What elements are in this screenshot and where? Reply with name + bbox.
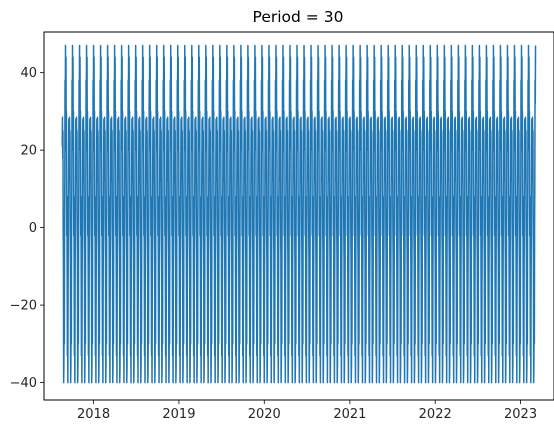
x-tick-label: 2022 — [419, 407, 452, 422]
y-tick-label: −40 — [10, 376, 37, 391]
x-tick-label: 2023 — [504, 407, 537, 422]
series-line — [61, 44, 537, 384]
axes-frame — [43, 31, 554, 401]
y-tick-label: −20 — [10, 299, 37, 314]
x-tick-label: 2021 — [333, 407, 366, 422]
y-tick-label: 40 — [20, 66, 37, 81]
x-tick-label: 2018 — [77, 407, 110, 422]
series-layer — [61, 44, 537, 384]
x-tick-label: 2020 — [248, 407, 281, 422]
plot-area — [43, 31, 554, 401]
y-tick-label: 0 — [29, 221, 37, 236]
chart-title: Period = 30 — [253, 8, 344, 26]
y-axis: −40 −20 0 20 40 — [10, 66, 44, 391]
y-tick-label: 20 — [20, 144, 37, 159]
x-axis: 2018 2019 2020 2021 2022 2023 — [77, 400, 537, 422]
x-tick-label: 2019 — [162, 407, 195, 422]
